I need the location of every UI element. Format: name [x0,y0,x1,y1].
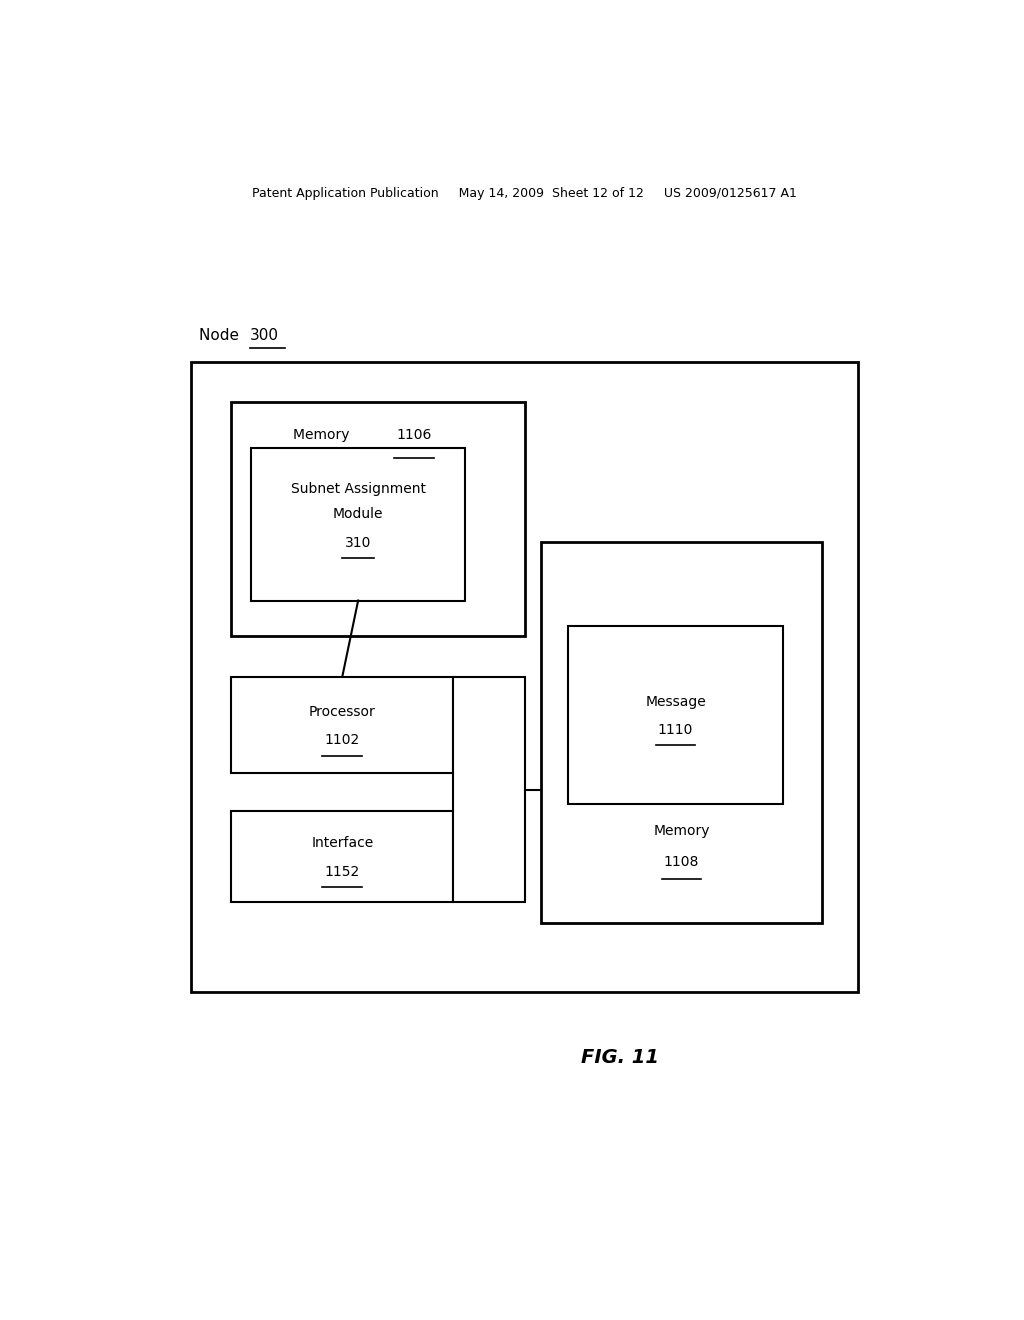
Text: Memory: Memory [653,824,710,838]
Bar [541,541,822,923]
Text: Memory: Memory [293,428,354,442]
Text: 1110: 1110 [657,723,693,737]
Text: Module: Module [333,507,383,521]
Text: 1106: 1106 [396,428,431,442]
Bar [231,677,454,774]
Bar [454,677,524,903]
Text: 300: 300 [250,329,280,343]
Text: Processor: Processor [309,705,376,719]
Text: Node: Node [200,329,245,343]
Text: Message: Message [645,694,706,709]
Bar [191,362,858,991]
Bar [231,403,524,636]
Text: 1152: 1152 [325,865,359,879]
Bar [568,626,782,804]
Bar [251,447,465,601]
Text: FIG. 11: FIG. 11 [581,1048,659,1068]
Bar [231,810,454,903]
Text: Subnet Assignment: Subnet Assignment [291,482,426,496]
Text: 310: 310 [345,536,372,549]
Text: Interface: Interface [311,837,374,850]
Text: 1108: 1108 [664,855,699,869]
Text: 1102: 1102 [325,734,359,747]
Text: Patent Application Publication     May 14, 2009  Sheet 12 of 12     US 2009/0125: Patent Application Publication May 14, 2… [252,187,798,201]
